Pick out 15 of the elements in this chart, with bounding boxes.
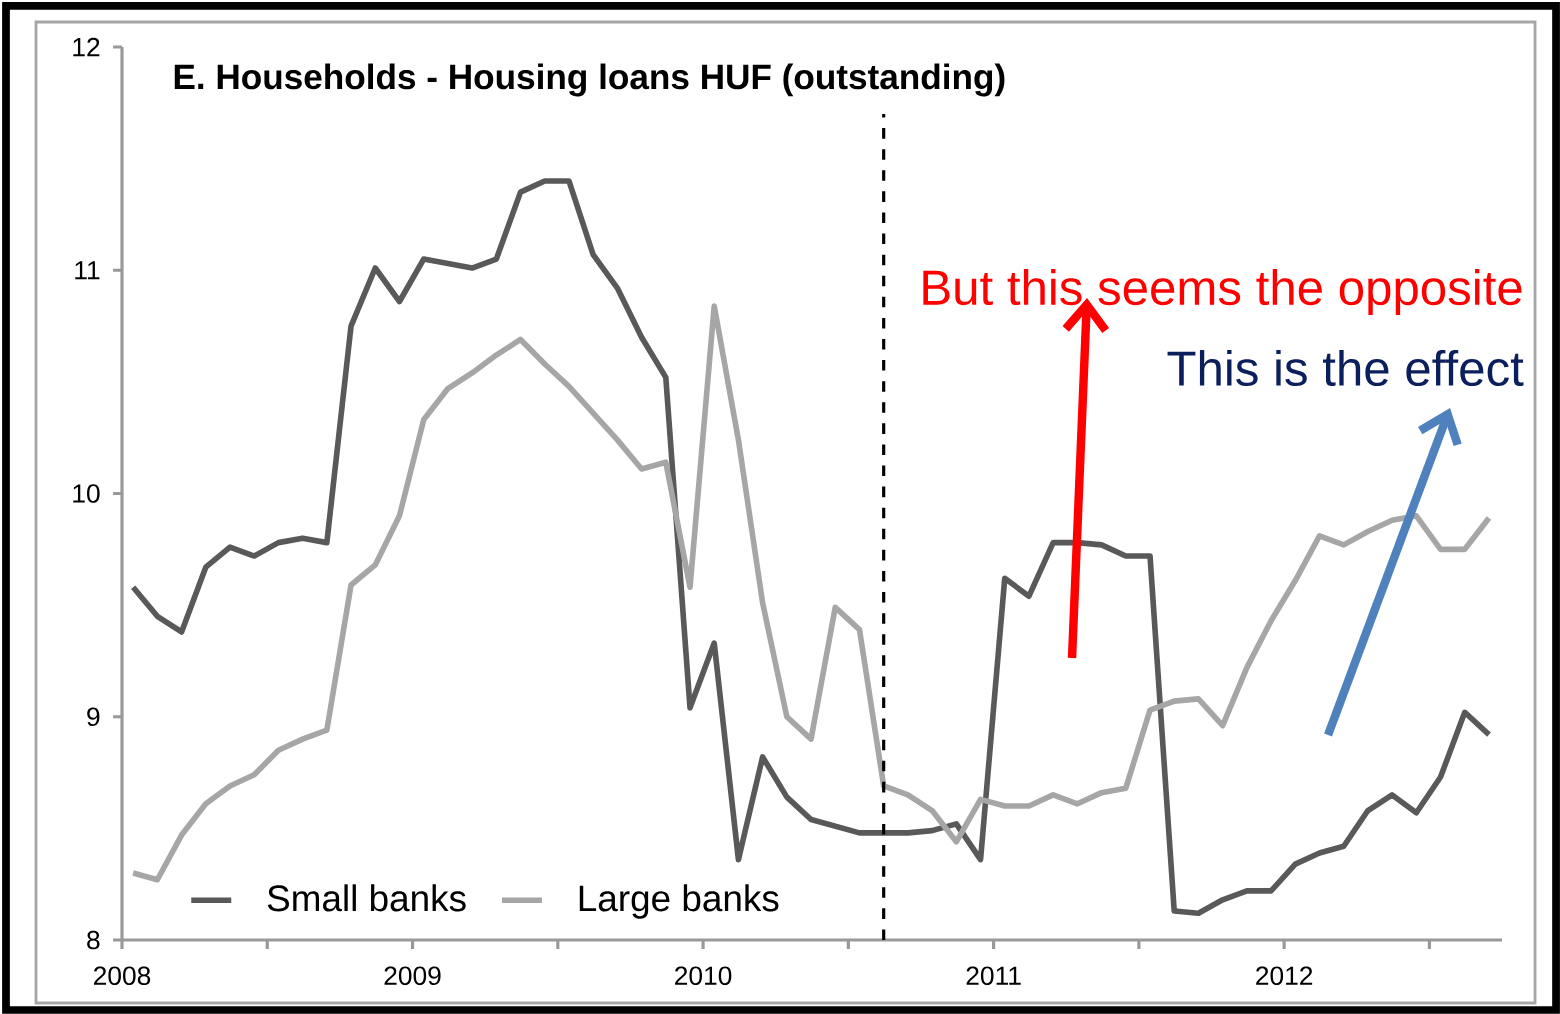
annotation: But this seems the opposite bbox=[923, 269, 1522, 315]
x-tick-label: 2010 bbox=[675, 966, 732, 986]
y-tick-label: 9 bbox=[87, 707, 100, 727]
y-tick-label: 11 bbox=[75, 261, 100, 280]
x-tick-label: 2012 bbox=[1256, 966, 1313, 986]
legend-label: Large banks bbox=[579, 884, 779, 919]
y-tick-label: 12 bbox=[73, 37, 100, 57]
chart-title: E. Households - Housing loans HUF (outstanding) bbox=[174, 63, 1005, 97]
x-tick-label: 2009 bbox=[384, 966, 441, 986]
y-tick-label: 8 bbox=[87, 930, 100, 950]
y-tick-label: 10 bbox=[73, 484, 100, 503]
x-tick-label: 2011 bbox=[966, 966, 1021, 986]
annotation: This is the effect bbox=[1167, 349, 1524, 387]
legend-label: Small banks bbox=[267, 884, 466, 912]
x-tick-label: 2008 bbox=[94, 966, 151, 986]
